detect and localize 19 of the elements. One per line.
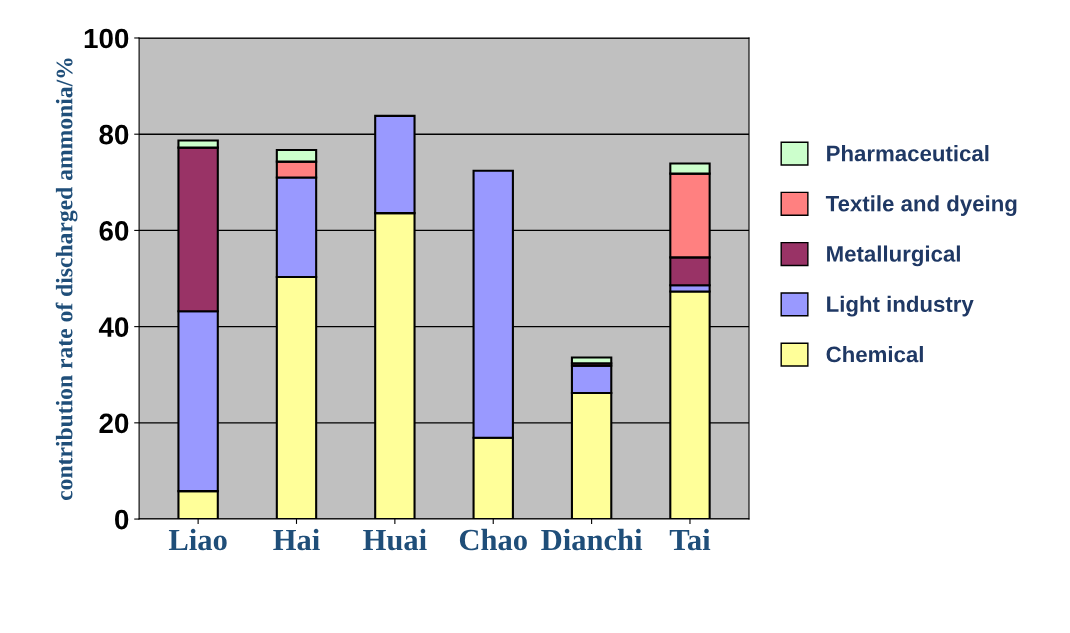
- y-axis-title: contribution rate of discharged ammonia/%: [55, 58, 78, 501]
- legend-label: Chemical: [826, 345, 923, 363]
- x-tick-label: Chao: [459, 528, 527, 551]
- x-tick-label: Hai: [273, 528, 320, 551]
- x-tick-label: Liao: [168, 528, 227, 551]
- bar: [570, 356, 613, 365]
- y-tick-label: 0: [115, 509, 129, 530]
- legend-label: Light industry: [827, 295, 974, 317]
- legend-label: Pharmaceutical: [827, 145, 989, 162]
- y-tick-label: 60: [99, 221, 129, 241]
- y-tick-label: 80: [99, 124, 129, 145]
- legend-label: Textile and dyeing: [825, 195, 1017, 216]
- x-tick-label: Tai: [669, 528, 711, 551]
- y-tick-label: 40: [98, 317, 129, 337]
- x-tick-label: Dianchi: [541, 528, 643, 551]
- x-tick-label: Huai: [363, 528, 427, 551]
- y-tick-label: 20: [99, 413, 129, 434]
- y-tick-label: 100: [84, 28, 129, 49]
- legend-label: Metallurgical: [827, 245, 960, 267]
